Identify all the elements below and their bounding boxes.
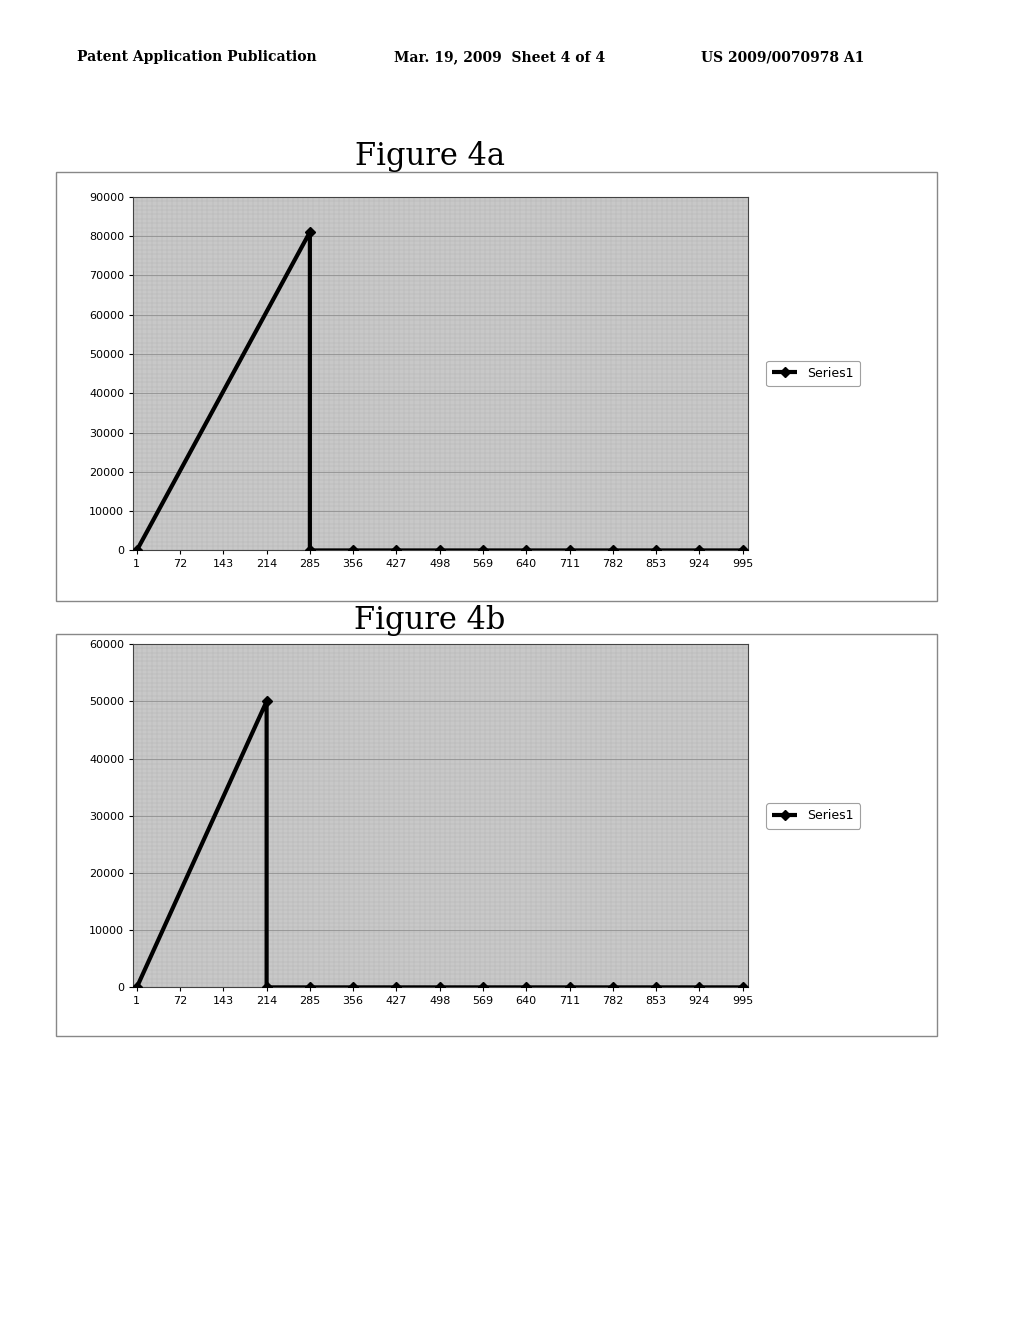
Series1 (693, 979, 706, 995)
Text: Mar. 19, 2009  Sheet 4 of 4: Mar. 19, 2009 Sheet 4 of 4 (394, 50, 605, 65)
Series1 (304, 979, 316, 995)
Text: Figure 4a: Figure 4a (355, 141, 505, 172)
Series1 (304, 543, 316, 558)
Series1 (260, 979, 272, 995)
Legend: Series1: Series1 (766, 360, 860, 387)
Series1 (606, 543, 618, 558)
Text: Figure 4b: Figure 4b (354, 605, 506, 635)
Series1 (650, 543, 663, 558)
Series1 (260, 693, 272, 709)
Series1 (347, 979, 359, 995)
Series1 (433, 543, 445, 558)
Series1 (131, 979, 143, 995)
Series1 (736, 979, 749, 995)
Series1 (650, 979, 663, 995)
Series1 (347, 543, 359, 558)
Series1 (563, 979, 575, 995)
Series1 (736, 543, 749, 558)
Series1 (693, 543, 706, 558)
Text: US 2009/0070978 A1: US 2009/0070978 A1 (701, 50, 865, 65)
Series1 (304, 224, 316, 240)
Series1 (477, 979, 489, 995)
Series1 (520, 979, 532, 995)
Series1 (563, 543, 575, 558)
Line: Series1: Series1 (133, 228, 746, 554)
Legend: Series1: Series1 (766, 803, 860, 829)
Series1 (390, 979, 402, 995)
Series1 (390, 543, 402, 558)
Series1 (520, 543, 532, 558)
Line: Series1: Series1 (133, 698, 746, 991)
Series1 (433, 979, 445, 995)
Text: Patent Application Publication: Patent Application Publication (77, 50, 316, 65)
Series1 (131, 543, 143, 558)
Series1 (477, 543, 489, 558)
Series1 (606, 979, 618, 995)
